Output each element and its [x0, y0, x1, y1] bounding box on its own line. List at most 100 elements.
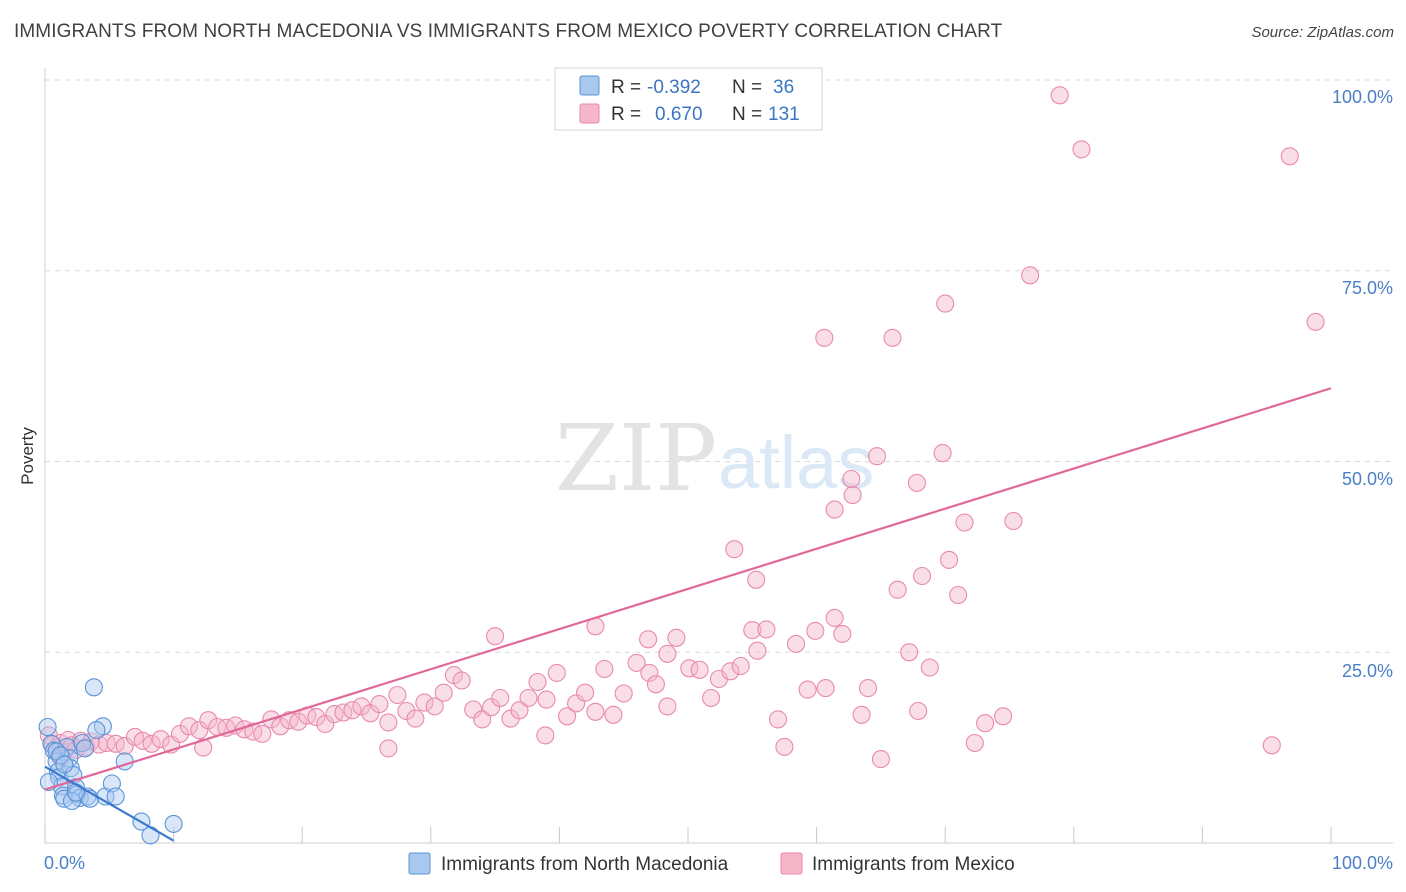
mexico-point-21	[179, 717, 199, 736]
mexico-point-117	[867, 447, 887, 466]
mexico-point-105	[486, 627, 505, 646]
mexico-point-95	[900, 643, 919, 662]
legend-r-label-blue: R =	[611, 77, 641, 98]
bottom-legend-label-mexico: Immigrants from Mexico	[812, 854, 1015, 875]
mexico-point-116	[842, 469, 861, 489]
mexico-point-102	[994, 707, 1013, 726]
north-macedonia-point-26	[51, 746, 70, 765]
mexico-point-36	[316, 714, 335, 734]
bottom-legend: Immigrants from North Macedonia Immigran…	[408, 852, 1015, 875]
mexico-point-57	[510, 701, 529, 720]
mexico-point-48	[425, 697, 444, 716]
mexico-point-103	[1021, 266, 1040, 285]
mexico-point-128	[1262, 736, 1281, 755]
mexico-point-122	[955, 513, 974, 532]
watermark-atlas: atlas	[718, 421, 874, 504]
mexico-point-109	[658, 644, 677, 663]
mexico-point-120	[913, 566, 932, 586]
mexico-point-85	[786, 634, 806, 653]
north-macedonia-point-30	[84, 678, 103, 697]
legend: R = -0.392 N = 36 R = 0.670 N = 131	[554, 67, 823, 131]
mexico-point-118	[907, 473, 926, 492]
chart-source: Source: ZipAtlas.com	[1251, 24, 1394, 41]
mexico-point-61	[547, 663, 566, 682]
mexico-point-37	[325, 705, 344, 724]
mexico-point-79	[731, 656, 750, 676]
x-tick-label-max: 100.0%	[1332, 853, 1393, 873]
north-macedonia-point-17	[75, 739, 94, 758]
mexico-point-94	[888, 580, 907, 599]
north-macedonia-point-31	[87, 721, 106, 740]
mexico-point-66	[595, 659, 614, 679]
mexico-point-123	[1004, 511, 1023, 531]
mexico-point-71	[646, 675, 665, 694]
legend-n-value-blue: 36	[773, 77, 794, 98]
mexico-point-76	[702, 688, 721, 708]
mexico-point-86	[798, 680, 817, 699]
y-tick-label-75: 75.0%	[1342, 278, 1393, 298]
mexico-point-67	[604, 705, 623, 724]
mexico-point-53	[473, 710, 492, 729]
mexico-point-49	[434, 683, 453, 702]
legend-r-value-pink: 0.670	[655, 104, 703, 125]
mexico-point-78	[721, 662, 740, 681]
mexico-point-127	[1306, 312, 1325, 331]
mexico-point-55	[491, 688, 510, 708]
north-macedonia-point-0	[38, 717, 57, 737]
series-north-macedonia-points	[38, 678, 183, 845]
mexico-point-124	[1072, 140, 1091, 159]
bottom-legend-label-north-macedonia: Immigrants from North Macedonia	[441, 854, 729, 875]
mexico-point-111	[747, 570, 766, 589]
mexico-point-88	[816, 679, 835, 698]
watermark-zip: ZIP	[555, 405, 717, 512]
mexico-point-51	[452, 671, 471, 690]
mexico-point-108	[639, 630, 658, 649]
mexico-point-115	[883, 328, 902, 347]
series-mexico-points	[39, 86, 1325, 769]
mexico-point-119	[936, 294, 955, 313]
mexico-point-17	[142, 734, 161, 753]
north-macedonia-point-27	[55, 755, 74, 774]
mexico-point-73	[667, 628, 686, 647]
mexico-point-32	[280, 711, 299, 730]
mexico-point-39	[343, 701, 362, 720]
mexico-point-18	[151, 730, 170, 749]
mexico-point-90	[833, 624, 852, 643]
mexico-point-46	[406, 709, 425, 728]
mexico-point-81	[748, 641, 767, 660]
legend-r-value-blue: -0.392	[647, 77, 701, 98]
legend-r-label-pink: R =	[611, 104, 641, 125]
mexico-point-22	[190, 721, 209, 740]
mexico-point-44	[388, 685, 407, 705]
mexico-point-80	[743, 621, 762, 640]
mexico-point-60	[537, 690, 556, 709]
mexico-point-82	[757, 620, 776, 639]
trend-line-mexico	[44, 387, 1332, 791]
mexico-point-113	[825, 500, 844, 519]
mexico-point-92	[858, 679, 878, 698]
mexico-point-106	[536, 726, 555, 745]
trend-line-north-macedonia	[44, 765, 175, 842]
mexico-point-72	[658, 697, 677, 716]
mexico-point-64	[576, 683, 595, 702]
mexico-point-35	[307, 708, 326, 727]
grid	[45, 79, 1393, 653]
mexico-point-87	[806, 621, 825, 640]
legend-swatch-pink	[579, 103, 600, 124]
y-tick-labels: 25.0% 50.0% 75.0% 100.0%	[1332, 87, 1393, 681]
north-macedonia-point-23	[106, 787, 125, 806]
mexico-point-33	[289, 712, 308, 731]
mexico-point-84	[775, 737, 794, 756]
mexico-point-125	[1050, 86, 1069, 105]
mexico-point-43	[379, 713, 398, 732]
mexico-point-59	[528, 672, 547, 692]
north-macedonia-point-34	[164, 814, 183, 833]
mexico-point-104	[379, 739, 398, 758]
mexico-point-126	[1280, 147, 1299, 166]
mexico-point-93	[871, 750, 890, 769]
mexico-point-42	[370, 695, 389, 714]
mexico-point-69	[627, 653, 646, 672]
mexico-point-31	[271, 717, 290, 736]
mexico-point-98	[940, 550, 959, 569]
